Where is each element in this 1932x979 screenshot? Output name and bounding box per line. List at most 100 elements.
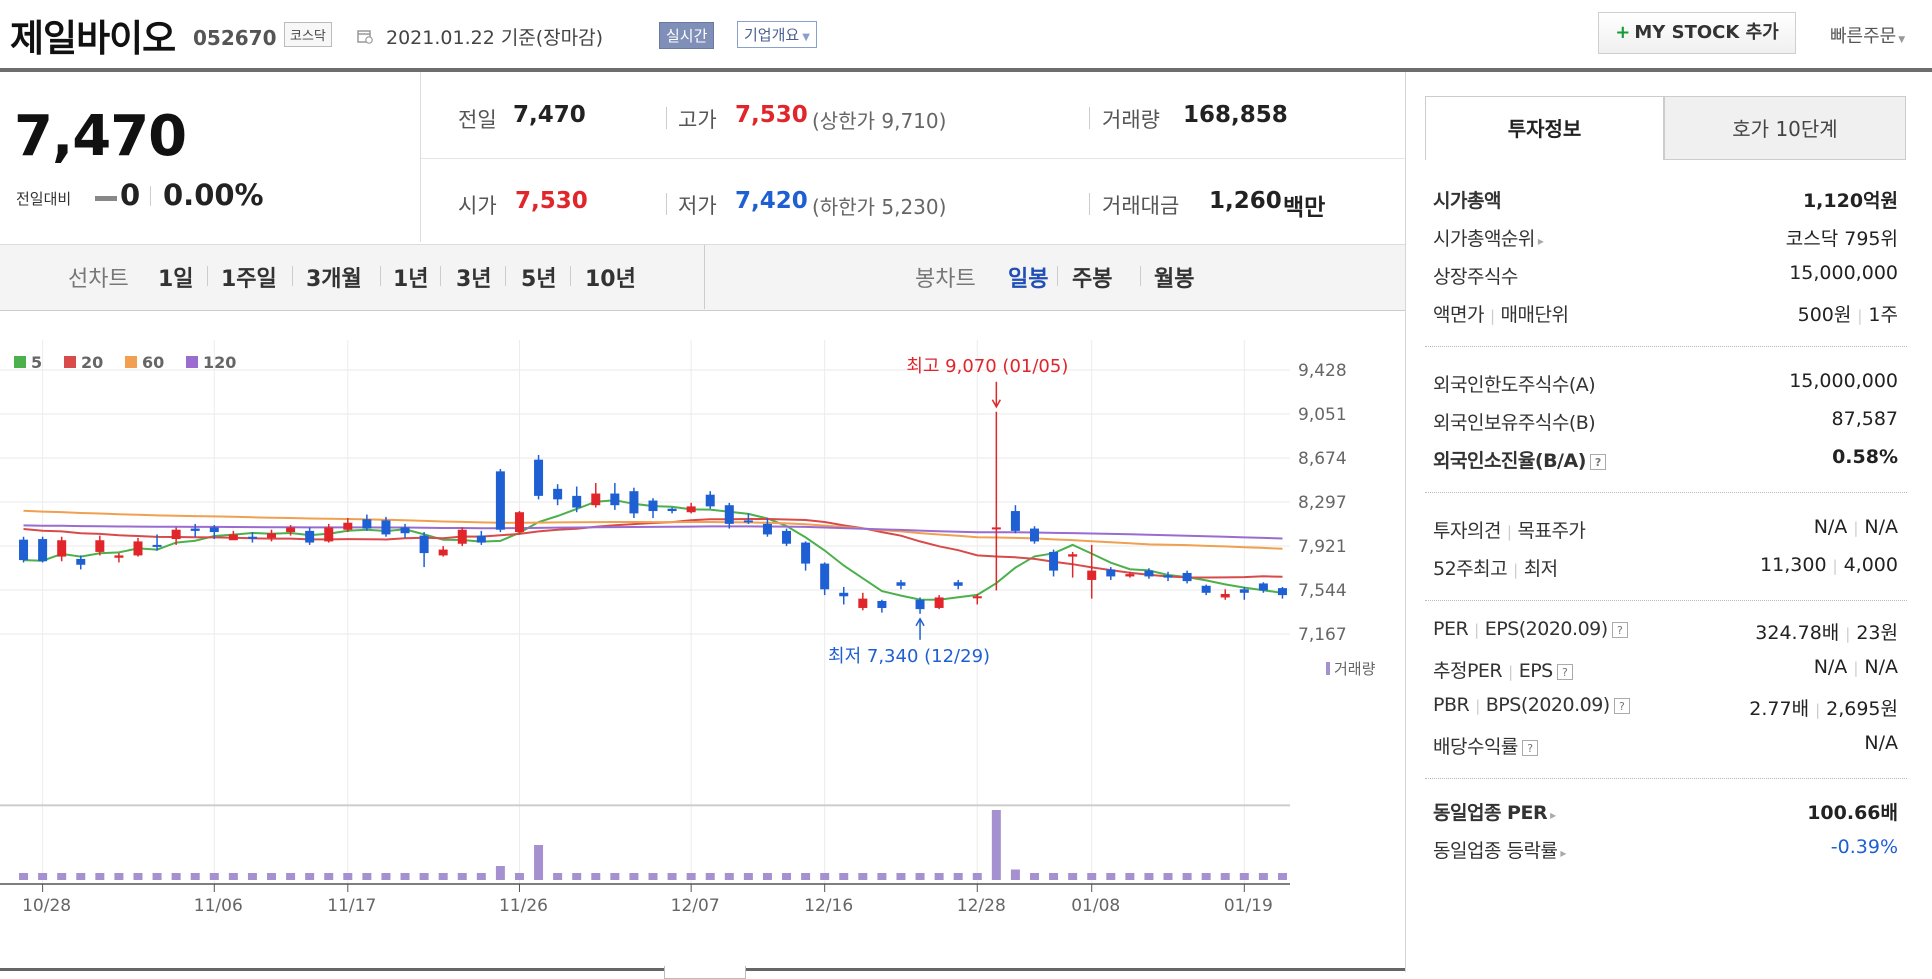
- info-row: 52주최고 | 최저 11,300 | 4,000: [1433, 550, 1898, 586]
- volume-bar: [1258, 873, 1268, 880]
- quick-order-dropdown[interactable]: 빠른주문 ▼: [1830, 22, 1905, 48]
- tab-orderbook[interactable]: 호가 10단계: [1664, 96, 1906, 160]
- info-row: 동일업종 PER ▸ 100.66배: [1433, 794, 1898, 830]
- info-label[interactable]: 시가총액순위 ▸: [1433, 224, 1544, 251]
- period-1week[interactable]: 1주일: [221, 267, 277, 292]
- volume-bar: [381, 873, 391, 880]
- add-my-stock-button[interactable]: + MY STOCK 추가: [1598, 12, 1796, 54]
- info-value-text: N/A: [1864, 516, 1898, 538]
- info-value-text: 87,587: [1831, 408, 1898, 430]
- info-row: 동일업종 등락률 ▸ -0.39%: [1433, 832, 1898, 868]
- amount-label: 거래대금: [1102, 194, 1180, 218]
- divider: |: [1845, 625, 1851, 643]
- unchanged-icon: [95, 196, 117, 201]
- lower-limit: (하한가 5,230): [812, 195, 947, 219]
- volume-bar: [1182, 873, 1192, 880]
- x-tick-label: 11/17: [327, 896, 376, 916]
- volume-bar: [209, 873, 219, 880]
- divider: [1425, 346, 1907, 348]
- tab-investment-info[interactable]: 투자정보: [1425, 96, 1664, 160]
- realtime-button[interactable]: 실시간: [659, 22, 715, 49]
- candle-body: [171, 529, 181, 540]
- info-label-text: 시가총액순위: [1433, 228, 1535, 250]
- candle-body: [38, 539, 48, 562]
- help-icon[interactable]: ?: [1556, 663, 1573, 680]
- volume-bar: [324, 873, 334, 880]
- info-row: 추정PER | EPS? N/A | N/A: [1433, 652, 1898, 688]
- candle-body: [801, 542, 811, 564]
- info-row: PER | EPS(2020.09)? 324.78배 | 23원: [1433, 614, 1898, 650]
- help-icon[interactable]: ?: [1611, 621, 1628, 638]
- period-1day[interactable]: 1일: [158, 267, 194, 292]
- volume-bar: [629, 873, 639, 880]
- volume-bar: [133, 873, 143, 880]
- info-value-text: 15,000,000: [1789, 370, 1898, 392]
- company-overview-dropdown[interactable]: 기업개요 ▼: [737, 21, 817, 48]
- candle-body: [1163, 575, 1173, 578]
- info-label-text: 매매단위: [1500, 304, 1569, 326]
- prev-close-value: 7,470: [513, 102, 586, 128]
- help-icon[interactable]: ?: [1589, 453, 1606, 470]
- x-tick-label: 11/26: [499, 896, 548, 916]
- period-3month[interactable]: 3개월: [306, 267, 362, 292]
- candle-body: [381, 520, 391, 535]
- volume-bar: [934, 873, 944, 880]
- candle-body: [667, 508, 677, 512]
- volume-bar: [514, 873, 524, 880]
- collapse-tab[interactable]: [664, 966, 746, 979]
- x-tick-label: 12/28: [957, 896, 1006, 916]
- volume-bar: [839, 873, 849, 880]
- info-label[interactable]: 동일업종 PER ▸: [1433, 798, 1556, 825]
- volume-bar: [1049, 873, 1059, 880]
- upper-limit: (상한가 9,710): [812, 109, 947, 133]
- stock-name: 제일바이오: [10, 17, 176, 60]
- candle-body: [1049, 551, 1059, 571]
- info-value: 1,120억원: [1803, 186, 1898, 213]
- period-3year[interactable]: 3년: [456, 267, 492, 292]
- info-row: 시가총액 1,120억원: [1433, 182, 1898, 218]
- candle-body: [1277, 588, 1287, 596]
- divider: [1140, 266, 1141, 286]
- divider: [1089, 193, 1090, 215]
- candle-body: [247, 536, 257, 539]
- info-value: 코스닥 795위: [1786, 224, 1898, 251]
- chevron-right-icon: ▸: [1560, 846, 1566, 860]
- divider: [505, 266, 506, 286]
- info-row: 액면가 | 매매단위 500원 | 1주: [1433, 296, 1898, 332]
- help-icon[interactable]: ?: [1613, 697, 1630, 714]
- candle-daily[interactable]: 일봉: [1008, 267, 1049, 292]
- info-label: 외국인소진율(B/A)?: [1433, 446, 1606, 473]
- divider: |: [1853, 519, 1859, 537]
- info-label-text: 동일업종 등락률: [1433, 840, 1558, 862]
- info-value-text: 11,300: [1760, 554, 1827, 576]
- y-tick-label: 9,428: [1298, 361, 1347, 381]
- period-10year[interactable]: 10년: [585, 267, 636, 292]
- stock-chart[interactable]: 5 20 60 120 최고 9,070 (01/05) 최저 7,340 (12/29…: [0, 340, 1405, 920]
- info-row: 외국인보유주식수(B) 87,587: [1433, 404, 1898, 440]
- arrow-down-icon: [991, 399, 1001, 409]
- candle-body: [286, 527, 296, 533]
- add-my-stock-label: MY STOCK 추가: [1634, 22, 1779, 43]
- candle-body: [553, 488, 563, 500]
- candle-weekly[interactable]: 주봉: [1072, 267, 1113, 292]
- help-icon[interactable]: ?: [1521, 739, 1538, 756]
- period-1year[interactable]: 1년: [393, 267, 429, 292]
- divider: |: [1508, 663, 1513, 681]
- company-overview-label: 기업개요: [744, 26, 800, 44]
- candle-body: [534, 459, 544, 496]
- ma-line: [23, 524, 1283, 540]
- info-label[interactable]: 동일업종 등락률 ▸: [1433, 836, 1566, 863]
- candle-monthly[interactable]: 월봉: [1154, 267, 1195, 292]
- candle-body: [839, 592, 849, 597]
- low-annotation: 최저 7,340 (12/29): [828, 646, 990, 667]
- volume-bar: [343, 873, 353, 880]
- plus-icon: +: [1615, 22, 1631, 43]
- volume-bar: [57, 873, 67, 880]
- period-5year[interactable]: 5년: [521, 267, 557, 292]
- info-value-text: 2,695원: [1826, 698, 1898, 720]
- volume-bar: [267, 873, 277, 880]
- high-label: 고가: [678, 108, 717, 132]
- info-value-text: -0.39%: [1830, 836, 1898, 858]
- volume-bar: [476, 873, 486, 880]
- ma-line: [23, 509, 1283, 550]
